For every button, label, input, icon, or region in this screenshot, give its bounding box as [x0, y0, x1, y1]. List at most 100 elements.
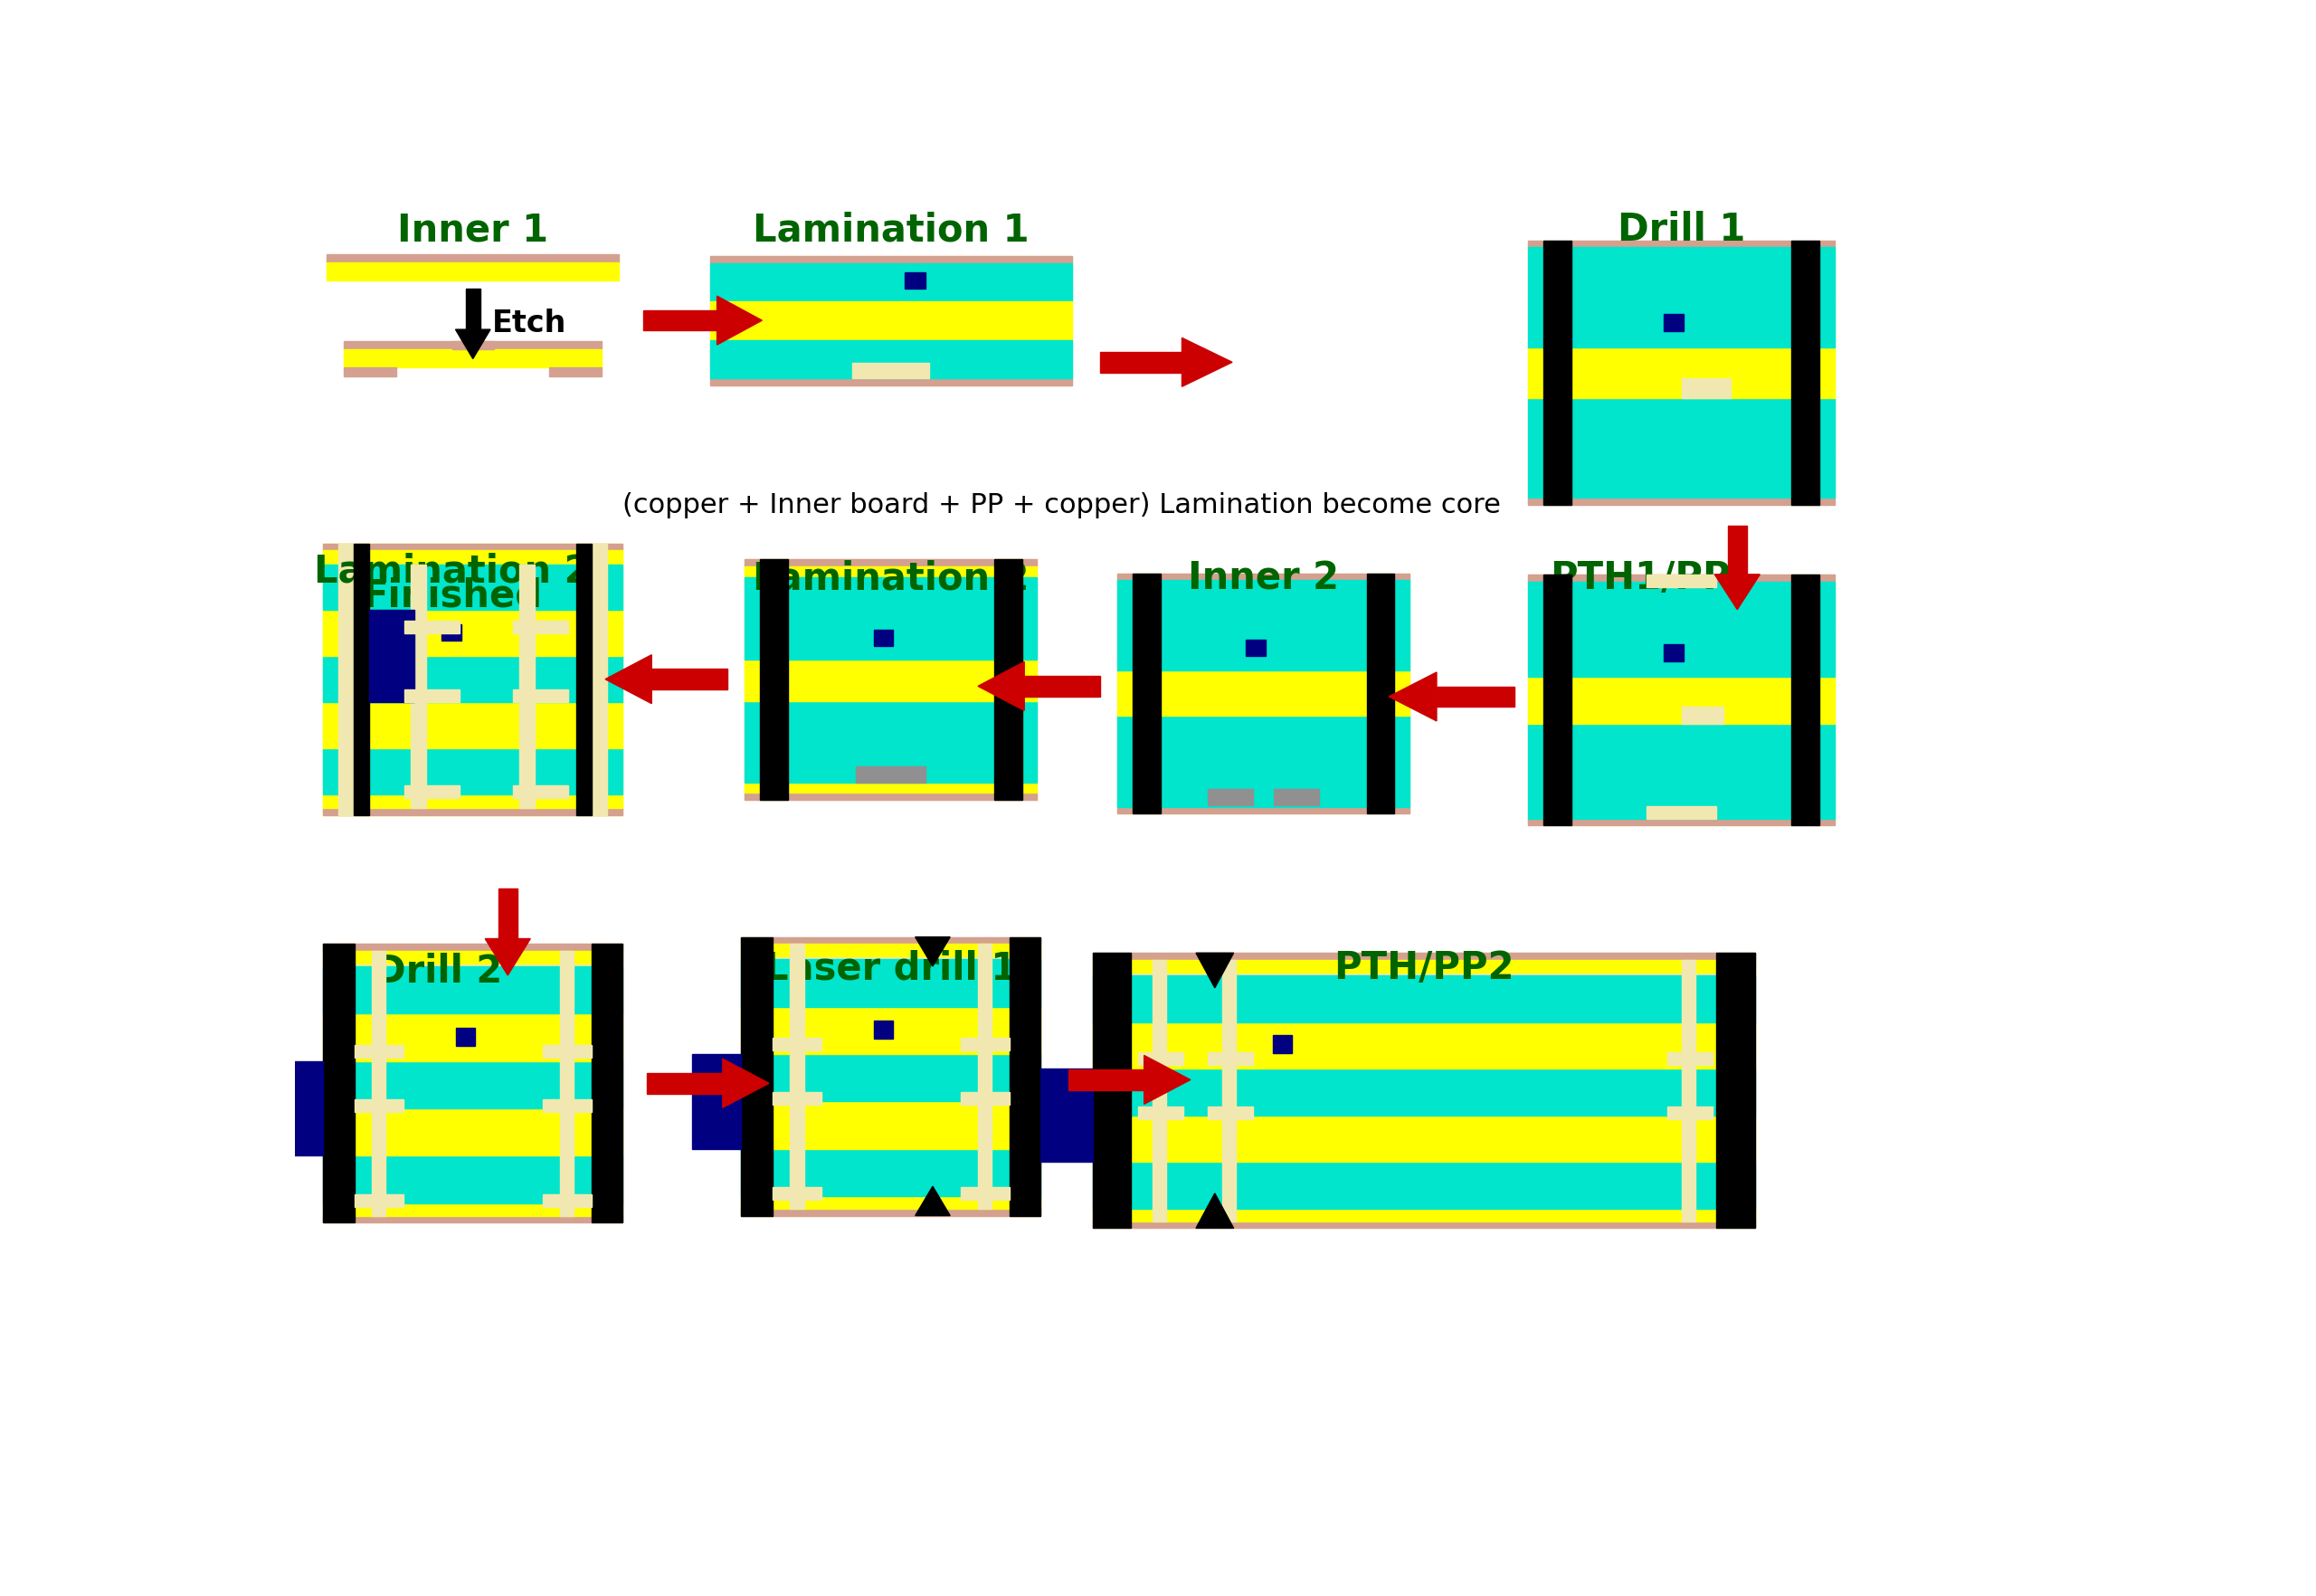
Bar: [1668, 1106, 1714, 1119]
Bar: [1529, 819, 1834, 825]
Bar: [746, 619, 1038, 659]
Polygon shape: [1195, 1194, 1234, 1229]
Bar: [1133, 573, 1160, 814]
Bar: [273, 1061, 324, 1156]
Bar: [746, 559, 1038, 567]
Bar: [1728, 527, 1746, 575]
Bar: [410, 565, 426, 808]
Bar: [1529, 575, 1834, 581]
Bar: [1116, 573, 1410, 814]
Bar: [324, 1156, 623, 1203]
Bar: [692, 1053, 741, 1149]
Polygon shape: [1181, 338, 1232, 386]
Bar: [1093, 975, 1756, 1021]
Text: Etch: Etch: [493, 310, 567, 338]
Bar: [1529, 297, 1834, 348]
Bar: [512, 689, 567, 702]
Bar: [1116, 761, 1410, 806]
Bar: [466, 289, 479, 329]
Bar: [1151, 959, 1165, 1221]
Bar: [746, 742, 1038, 784]
Bar: [1116, 573, 1410, 581]
Bar: [593, 543, 607, 816]
Bar: [741, 937, 1040, 1216]
Bar: [774, 1092, 822, 1104]
Polygon shape: [915, 937, 950, 966]
Bar: [1529, 771, 1834, 819]
Bar: [1647, 575, 1716, 587]
Bar: [741, 1053, 1040, 1101]
Polygon shape: [604, 654, 651, 704]
Bar: [542, 1100, 591, 1112]
Bar: [1137, 1053, 1183, 1065]
Bar: [1545, 241, 1573, 504]
Bar: [852, 362, 929, 378]
Bar: [1116, 806, 1410, 814]
Bar: [324, 565, 623, 610]
Bar: [1116, 581, 1410, 626]
Bar: [741, 959, 1040, 1007]
Text: (copper + Inner board + PP + copper) Lamination become core: (copper + Inner board + PP + copper) Lam…: [623, 492, 1501, 519]
Bar: [790, 943, 804, 1208]
Bar: [560, 951, 574, 1216]
Bar: [1093, 1221, 1756, 1229]
Text: Drill 1: Drill 1: [1617, 211, 1746, 249]
Bar: [324, 551, 623, 565]
Bar: [1100, 353, 1181, 372]
Bar: [324, 943, 354, 1223]
Bar: [498, 889, 516, 938]
Bar: [709, 257, 1072, 263]
Bar: [577, 543, 593, 816]
Bar: [324, 808, 623, 816]
Polygon shape: [1144, 1055, 1190, 1104]
Text: Finished: Finished: [361, 576, 542, 614]
Bar: [873, 1020, 894, 1039]
Bar: [1223, 959, 1237, 1221]
Bar: [519, 565, 535, 808]
Bar: [1665, 314, 1684, 330]
Bar: [1529, 575, 1834, 825]
Bar: [709, 257, 1072, 385]
Bar: [741, 1149, 1040, 1195]
Bar: [977, 943, 991, 1208]
Bar: [1093, 1162, 1756, 1208]
Bar: [512, 785, 567, 798]
Text: Inner 1: Inner 1: [398, 211, 549, 249]
Bar: [994, 559, 1021, 800]
Bar: [774, 1187, 822, 1200]
Polygon shape: [1390, 672, 1436, 721]
Bar: [1668, 1053, 1714, 1065]
Bar: [324, 1216, 623, 1223]
Text: Inner 2: Inner 2: [1188, 559, 1339, 597]
Polygon shape: [723, 1058, 769, 1108]
Bar: [1010, 937, 1040, 1216]
Bar: [873, 630, 894, 646]
Bar: [324, 1108, 623, 1156]
Bar: [709, 340, 1072, 378]
Bar: [591, 943, 623, 1223]
Bar: [1529, 241, 1834, 247]
Bar: [709, 263, 1072, 302]
Text: Drill 2: Drill 2: [375, 953, 503, 991]
Polygon shape: [915, 1186, 950, 1216]
Bar: [327, 263, 618, 281]
Bar: [549, 367, 602, 377]
Polygon shape: [977, 662, 1024, 710]
Bar: [324, 749, 623, 795]
Bar: [741, 937, 774, 1216]
Bar: [324, 656, 623, 702]
Bar: [354, 1100, 403, 1112]
Bar: [709, 378, 1072, 385]
Bar: [324, 543, 623, 816]
Bar: [961, 1092, 1010, 1104]
Bar: [324, 610, 623, 656]
Bar: [1068, 1069, 1144, 1090]
Bar: [1093, 1208, 1756, 1221]
Bar: [1093, 1116, 1756, 1162]
Bar: [324, 1061, 623, 1108]
Bar: [324, 1203, 623, 1216]
Bar: [746, 559, 1038, 800]
Bar: [961, 1187, 1010, 1200]
Bar: [368, 610, 415, 702]
Bar: [373, 951, 387, 1216]
